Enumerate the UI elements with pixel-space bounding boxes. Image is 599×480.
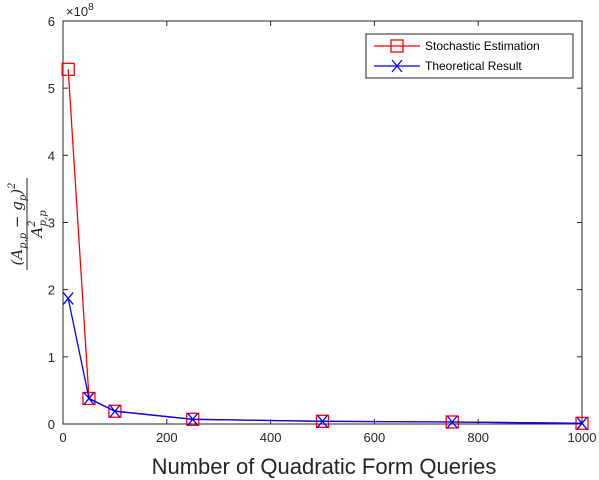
- legend-square-marker: [390, 39, 404, 53]
- x-tick-label: 200: [156, 430, 178, 445]
- x-marker: [109, 404, 121, 418]
- x-tick-label: 400: [260, 430, 282, 445]
- svg-text:(Ap,p − gp)2: (Ap,p − gp)2: [7, 182, 29, 265]
- legend-label-theoretical: Theoretical Result: [425, 59, 522, 73]
- x-marker: [317, 414, 328, 428]
- y-axis-label: (Ap,p − gp)2 A2p,p: [7, 178, 49, 270]
- x-tick-label: 800: [467, 430, 489, 445]
- square-marker: [82, 391, 96, 406]
- y-tick-label: 6: [48, 14, 55, 29]
- x-marker: [187, 412, 199, 426]
- y-tick-label: 4: [48, 148, 55, 163]
- y-axis-multiplier: ×108: [66, 2, 94, 19]
- x-axis-ticks: 0 200 400 600 800 1000: [59, 21, 596, 445]
- legend-x-marker: [391, 59, 403, 73]
- svg-text:A2p,p: A2p,p: [27, 210, 49, 240]
- legend-entry-theoretical: Theoretical Result: [374, 59, 522, 73]
- x-tick-label: 600: [364, 430, 386, 445]
- x-tick-label: 1000: [568, 430, 597, 445]
- x-marker: [576, 416, 588, 430]
- x-axis-label: Number of Quadratic Form Queries: [152, 454, 497, 479]
- legend-label-stochastic: Stochastic Estimation: [425, 39, 540, 53]
- square-marker: [61, 62, 75, 77]
- y-tick-label: 0: [48, 417, 55, 432]
- plot-area: [62, 20, 583, 425]
- x-marker: [83, 392, 95, 405]
- series-theoretical-result: [62, 291, 588, 430]
- y-axis-ticks: 0 1 2 3 4 5 6: [48, 14, 582, 432]
- y-tick-label: 5: [48, 81, 55, 96]
- x-tick-label: 0: [59, 430, 66, 445]
- legend: Stochastic Estimation Theoretical Result: [365, 33, 574, 79]
- y-tick-label: 1: [48, 350, 55, 365]
- x-marker: [446, 415, 458, 429]
- legend-entry-stochastic: Stochastic Estimation: [374, 39, 540, 53]
- y-tick-label: 2: [48, 283, 55, 298]
- x-marker: [62, 291, 74, 305]
- y-tick-label: 3: [48, 216, 55, 231]
- series-layer: [61, 62, 589, 430]
